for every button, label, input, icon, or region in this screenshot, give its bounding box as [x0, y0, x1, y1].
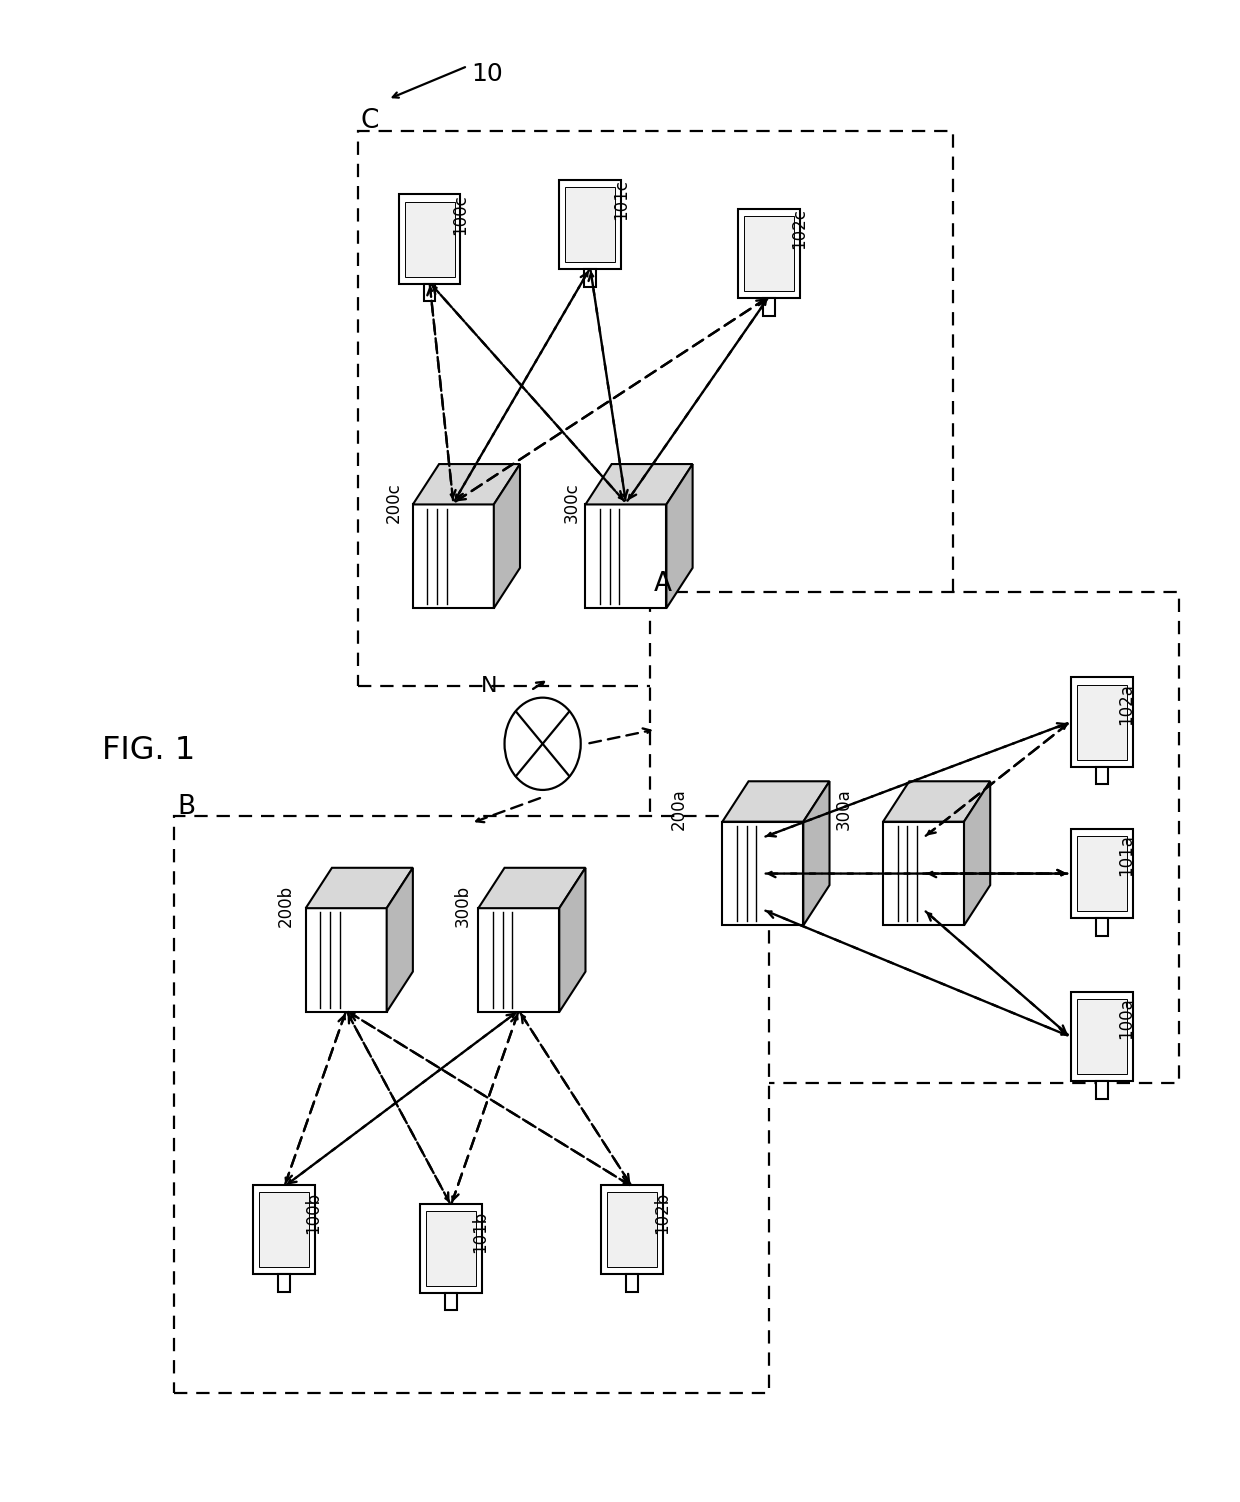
Text: 200c: 200c	[384, 482, 402, 523]
Polygon shape	[585, 464, 693, 505]
Text: 101a: 101a	[1117, 835, 1136, 877]
Polygon shape	[1096, 1081, 1109, 1098]
Polygon shape	[479, 868, 585, 909]
Text: 101c: 101c	[611, 180, 630, 221]
Text: C: C	[361, 108, 379, 134]
Polygon shape	[584, 269, 596, 287]
FancyBboxPatch shape	[358, 131, 954, 686]
Polygon shape	[420, 1203, 482, 1293]
Polygon shape	[963, 781, 991, 925]
Polygon shape	[763, 299, 775, 315]
Polygon shape	[398, 194, 460, 284]
Polygon shape	[565, 188, 615, 263]
Text: 300b: 300b	[454, 885, 471, 927]
Polygon shape	[723, 822, 804, 925]
Text: 200b: 200b	[278, 885, 295, 927]
Polygon shape	[744, 216, 794, 291]
Text: 102b: 102b	[653, 1191, 671, 1235]
FancyBboxPatch shape	[650, 592, 1179, 1083]
Polygon shape	[494, 464, 520, 608]
Polygon shape	[479, 909, 559, 1012]
Polygon shape	[1071, 677, 1133, 768]
Polygon shape	[1078, 837, 1127, 912]
Polygon shape	[413, 464, 520, 505]
Polygon shape	[1071, 991, 1133, 1081]
Polygon shape	[559, 180, 621, 269]
Polygon shape	[738, 209, 800, 299]
Polygon shape	[278, 1274, 290, 1292]
Text: 102a: 102a	[1117, 683, 1136, 725]
Text: 300a: 300a	[835, 789, 852, 831]
Polygon shape	[1096, 918, 1109, 936]
Polygon shape	[427, 1211, 476, 1286]
Polygon shape	[253, 1185, 315, 1274]
Polygon shape	[626, 1274, 637, 1292]
Text: 102c: 102c	[790, 209, 808, 249]
Polygon shape	[306, 909, 387, 1012]
Polygon shape	[883, 822, 963, 925]
Polygon shape	[413, 505, 494, 608]
Text: FIG. 1: FIG. 1	[102, 736, 196, 766]
Text: 101b: 101b	[471, 1211, 490, 1253]
Polygon shape	[804, 781, 830, 925]
Text: A: A	[653, 571, 671, 596]
Polygon shape	[445, 1293, 456, 1310]
Polygon shape	[883, 781, 991, 822]
Polygon shape	[601, 1185, 663, 1274]
FancyBboxPatch shape	[174, 816, 769, 1392]
Polygon shape	[306, 868, 413, 909]
Text: 300c: 300c	[563, 482, 580, 523]
Polygon shape	[404, 201, 455, 276]
Polygon shape	[1096, 768, 1109, 784]
Text: B: B	[177, 795, 195, 820]
Polygon shape	[424, 284, 435, 300]
Polygon shape	[387, 868, 413, 1012]
Polygon shape	[585, 505, 666, 608]
Text: 200a: 200a	[670, 789, 688, 831]
Text: N: N	[481, 676, 497, 697]
Text: 10: 10	[471, 62, 503, 86]
Polygon shape	[259, 1193, 309, 1268]
Text: 100a: 100a	[1117, 997, 1136, 1039]
Polygon shape	[723, 781, 830, 822]
Text: 100b: 100b	[305, 1193, 322, 1235]
Polygon shape	[559, 868, 585, 1012]
Polygon shape	[1078, 999, 1127, 1074]
Text: 100c: 100c	[451, 194, 469, 234]
Polygon shape	[666, 464, 693, 608]
Circle shape	[505, 697, 580, 790]
Polygon shape	[606, 1193, 657, 1268]
Polygon shape	[1071, 829, 1133, 918]
Polygon shape	[1078, 685, 1127, 760]
